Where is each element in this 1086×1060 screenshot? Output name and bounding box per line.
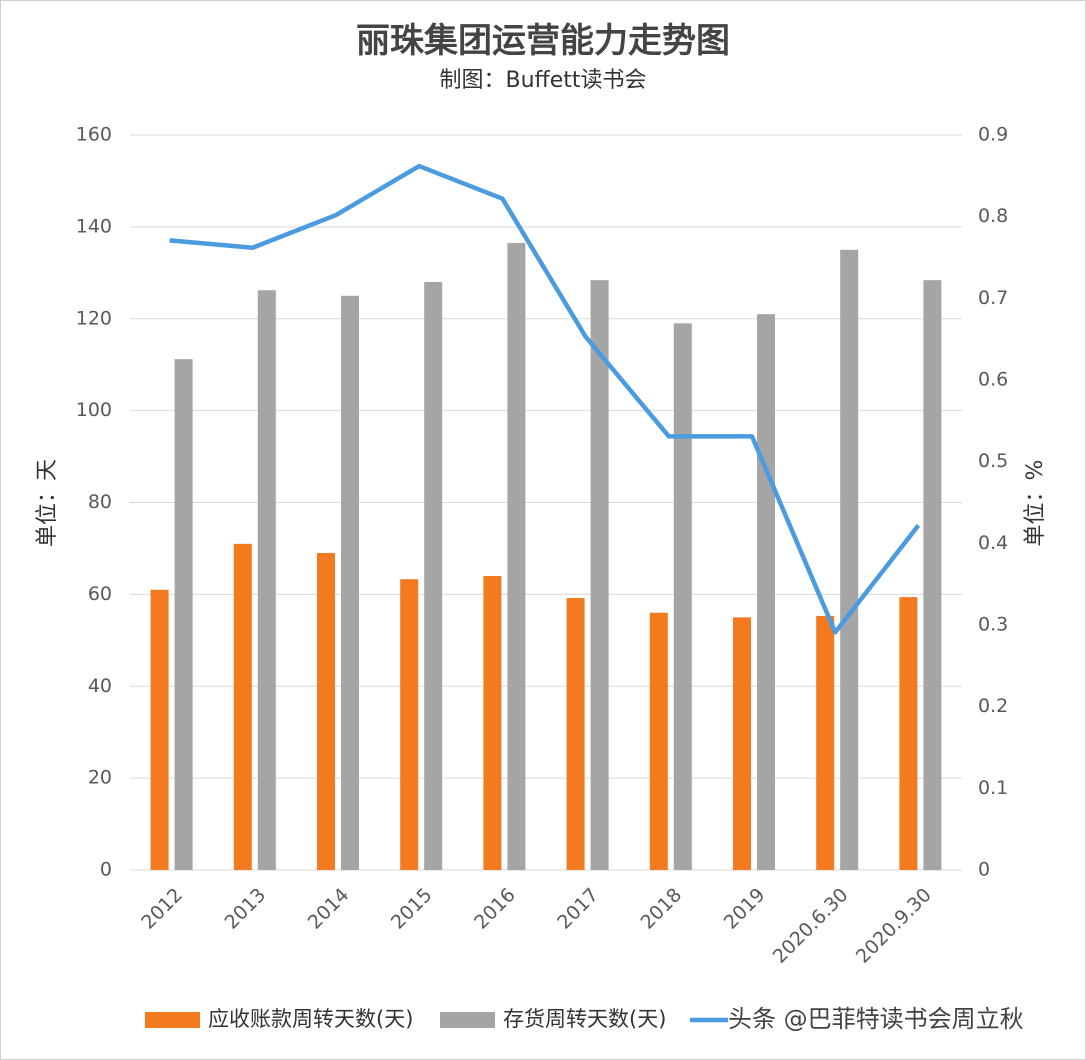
y-tick-label: 40 — [88, 675, 112, 697]
bar — [257, 290, 276, 870]
bar — [341, 295, 359, 870]
y2-tick-label: 0.9 — [978, 124, 1008, 146]
bar — [566, 598, 585, 870]
watermark: 头条 @巴菲特读书会周立秋 — [728, 1005, 1024, 1033]
y-tick-label: 100 — [76, 399, 112, 421]
bar — [733, 617, 751, 870]
y-axis-title: 单位：天 — [35, 459, 60, 547]
y-tick-label: 120 — [76, 307, 112, 329]
y-tick-label: 0 — [100, 859, 112, 881]
bar — [317, 553, 335, 870]
line — [169, 163, 921, 635]
bar — [424, 282, 443, 870]
bar — [757, 314, 775, 870]
y2-tick-label: 0 — [978, 859, 990, 881]
y2-tick-label: 0.8 — [978, 205, 1008, 227]
y2-tick-label: 0.3 — [978, 614, 1008, 636]
chart-subtitle: 制图：Buffett读书会 — [440, 68, 647, 93]
bar — [673, 323, 692, 870]
bar — [899, 597, 918, 870]
bar — [483, 576, 502, 870]
y-tick-label: 20 — [88, 767, 112, 789]
bar — [400, 579, 419, 870]
y2-tick-label: 0.7 — [978, 287, 1008, 309]
y-tick-label: 80 — [88, 491, 112, 513]
chart-title: 丽珠集团运营能力走势图 — [356, 21, 730, 61]
legend-label: 应收账款周转天数(天) — [208, 1007, 413, 1031]
bar — [816, 615, 835, 870]
bar — [174, 359, 193, 870]
bar — [233, 543, 252, 870]
bar — [507, 242, 526, 870]
legend-label: 存货周转天数(天) — [503, 1007, 666, 1031]
bar — [649, 612, 668, 870]
y-tick-label: 140 — [76, 215, 112, 237]
bar — [840, 249, 859, 870]
y2-tick-label: 0.5 — [978, 450, 1008, 472]
bar — [150, 589, 169, 870]
bar — [923, 280, 942, 871]
bar — [590, 280, 609, 871]
legend-swatch — [145, 1012, 200, 1028]
y2-axis-title: 单位：% — [1023, 460, 1048, 547]
legend-swatch — [440, 1012, 495, 1028]
y-tick-label: 160 — [76, 124, 112, 146]
y2-tick-label: 0.4 — [978, 532, 1008, 554]
y2-tick-label: 0.6 — [978, 369, 1008, 391]
y-tick-label: 60 — [88, 583, 112, 605]
y2-tick-label: 0.1 — [978, 777, 1008, 799]
y2-tick-label: 0.2 — [978, 695, 1008, 717]
